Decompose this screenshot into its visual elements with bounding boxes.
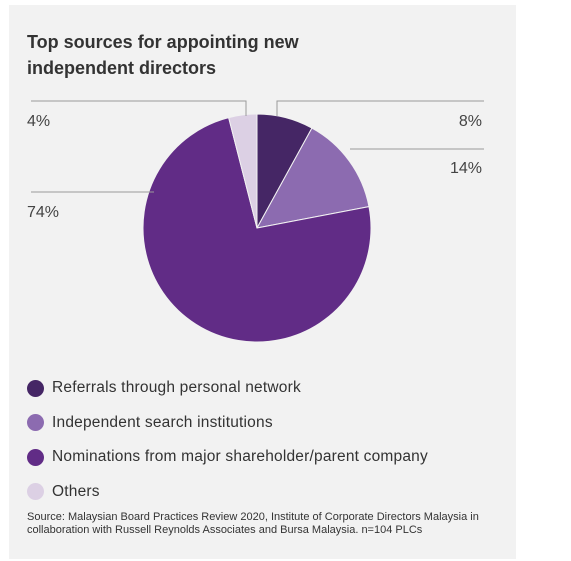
leader-line — [276, 100, 484, 116]
legend-swatch — [27, 414, 44, 432]
legend-swatch — [27, 448, 44, 466]
source-note: Source: Malaysian Board Practices Review… — [27, 511, 479, 536]
pie-slice — [256, 127, 370, 229]
slice-percent-label: 8% — [459, 113, 482, 130]
legend-label: Nominations from major shareholder/paren… — [52, 448, 428, 466]
legend-item: Nominations from major shareholder/paren… — [27, 440, 428, 475]
pie-slice — [142, 116, 372, 343]
chart-card: Top sources for appointing new independe… — [9, 5, 516, 559]
legend-swatch — [27, 483, 44, 501]
legend-label: Referrals through personal network — [52, 379, 301, 397]
legend-label: Independent search institutions — [52, 413, 273, 431]
legend-item: Referrals through personal network — [27, 371, 428, 406]
legend: Referrals through personal network Indep… — [27, 371, 428, 509]
legend-item: Others — [27, 475, 428, 510]
leader-line — [31, 100, 247, 116]
slice-percent-label: 4% — [27, 113, 50, 130]
legend-label: Others — [52, 482, 100, 500]
slice-percent-label: 74% — [27, 204, 59, 221]
pie-chart: 8% 14% 74% 4% — [27, 100, 484, 343]
slice-percent-label: 14% — [450, 160, 482, 177]
pie-slice — [228, 113, 258, 229]
legend-swatch — [27, 379, 44, 397]
chart-title: Top sources for appointing new independe… — [27, 32, 299, 78]
legend-item: Independent search institutions — [27, 406, 428, 441]
